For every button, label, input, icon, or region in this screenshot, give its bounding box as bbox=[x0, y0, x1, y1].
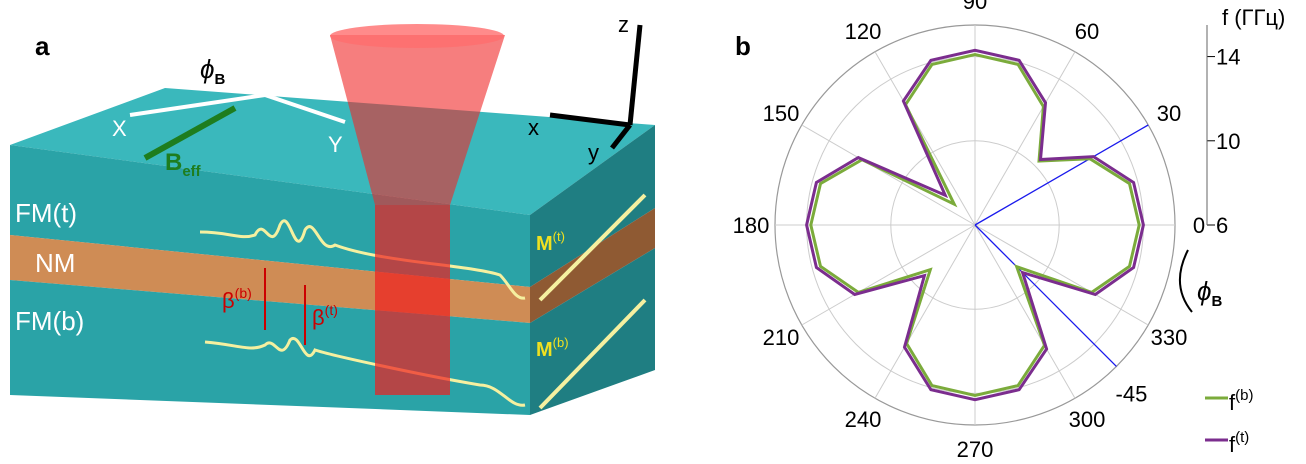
layer-label: FM(t) bbox=[15, 198, 77, 228]
legend-base: f bbox=[1229, 432, 1236, 457]
z-axis bbox=[627, 24, 643, 126]
beta-b-label: β(b) bbox=[222, 285, 252, 313]
side-fmt bbox=[530, 125, 655, 287]
m-t-label: M(t) bbox=[536, 229, 565, 255]
angle-label: 300 bbox=[1069, 407, 1106, 432]
angle-label: 330 bbox=[1151, 325, 1188, 350]
grid-spoke bbox=[974, 224, 1076, 399]
m-t-arrow bbox=[538, 193, 647, 302]
angle-label: 90 bbox=[963, 0, 987, 14]
angle-label: 0 bbox=[1193, 213, 1205, 238]
angle-axis-label: ϕB bbox=[1197, 276, 1222, 310]
legend-sup: (t) bbox=[1235, 429, 1249, 446]
legend-label: f(t) bbox=[1229, 429, 1249, 457]
y-tick-label: 6 bbox=[1216, 213, 1228, 238]
axis-label: y bbox=[588, 140, 599, 165]
panel-letter: a bbox=[35, 31, 50, 61]
axis-label: X bbox=[112, 116, 127, 141]
beff-arrow bbox=[143, 105, 237, 161]
y-tick-label: 14 bbox=[1216, 45, 1240, 70]
angle-label: 240 bbox=[845, 407, 882, 432]
angle-label: 60 bbox=[1075, 19, 1099, 44]
y-axis bbox=[610, 123, 632, 150]
laser-cone bbox=[330, 35, 505, 205]
side-fmb bbox=[530, 248, 655, 415]
axis-label: x bbox=[528, 115, 539, 140]
phi-label: ϕB bbox=[200, 54, 225, 88]
m-b-label: M(b) bbox=[536, 335, 569, 361]
laser-top bbox=[330, 24, 504, 48]
x-axis bbox=[549, 112, 631, 128]
axis-label: Y bbox=[328, 132, 343, 157]
angle-base: ϕ bbox=[1197, 276, 1211, 306]
angle-label: 120 bbox=[845, 19, 882, 44]
angle-label: 180 bbox=[733, 213, 770, 238]
beta-t-label: β(t) bbox=[312, 302, 338, 330]
laser-beam bbox=[375, 205, 450, 395]
angle-label: 30 bbox=[1157, 101, 1181, 126]
angle-label: 210 bbox=[763, 325, 800, 350]
grid-spoke bbox=[801, 224, 976, 326]
angle-label: 270 bbox=[957, 437, 994, 459]
beff-label: Beff bbox=[165, 149, 202, 180]
slab-top bbox=[10, 88, 655, 215]
panel-b: b 6 10 14 f (ГГц) 0 30 60 90 120 150 180 210 240 270 30… bbox=[733, 0, 1286, 462]
annotation-line bbox=[974, 224, 1117, 367]
angle-arrow bbox=[1178, 249, 1193, 313]
y-arrow bbox=[264, 93, 346, 124]
angle-label: 150 bbox=[763, 101, 800, 126]
legend-base: f bbox=[1229, 390, 1236, 415]
legend-label: f(b) bbox=[1229, 387, 1253, 415]
angle-sub: B bbox=[1211, 293, 1222, 310]
x-arrow bbox=[129, 93, 266, 117]
grid-spoke bbox=[974, 224, 1149, 326]
legend-sup: (b) bbox=[1235, 387, 1253, 404]
radial-label: f (ГГц) bbox=[1222, 5, 1285, 30]
wave-top bbox=[199, 219, 526, 300]
panel-a: a FM(t) NM FM(b) X Y x y z Beff ϕB β(b) … bbox=[10, 12, 655, 415]
grid-spoke bbox=[801, 124, 976, 226]
wave-bottom bbox=[204, 336, 526, 407]
annotation-label: -45 bbox=[1116, 381, 1148, 406]
layer-label: FM(b) bbox=[15, 306, 84, 336]
series-line bbox=[805, 48, 1145, 402]
annotation-line bbox=[974, 124, 1149, 226]
m-b-arrow bbox=[538, 298, 647, 410]
panel-letter: b bbox=[735, 31, 751, 61]
layer-label: NM bbox=[35, 248, 75, 278]
y-tick-label: 10 bbox=[1216, 129, 1240, 154]
side-nm bbox=[530, 208, 655, 323]
grid-spoke bbox=[874, 51, 976, 226]
axis-label: z bbox=[618, 12, 629, 37]
grid-spoke bbox=[974, 51, 1076, 226]
grid-spoke bbox=[874, 224, 976, 399]
